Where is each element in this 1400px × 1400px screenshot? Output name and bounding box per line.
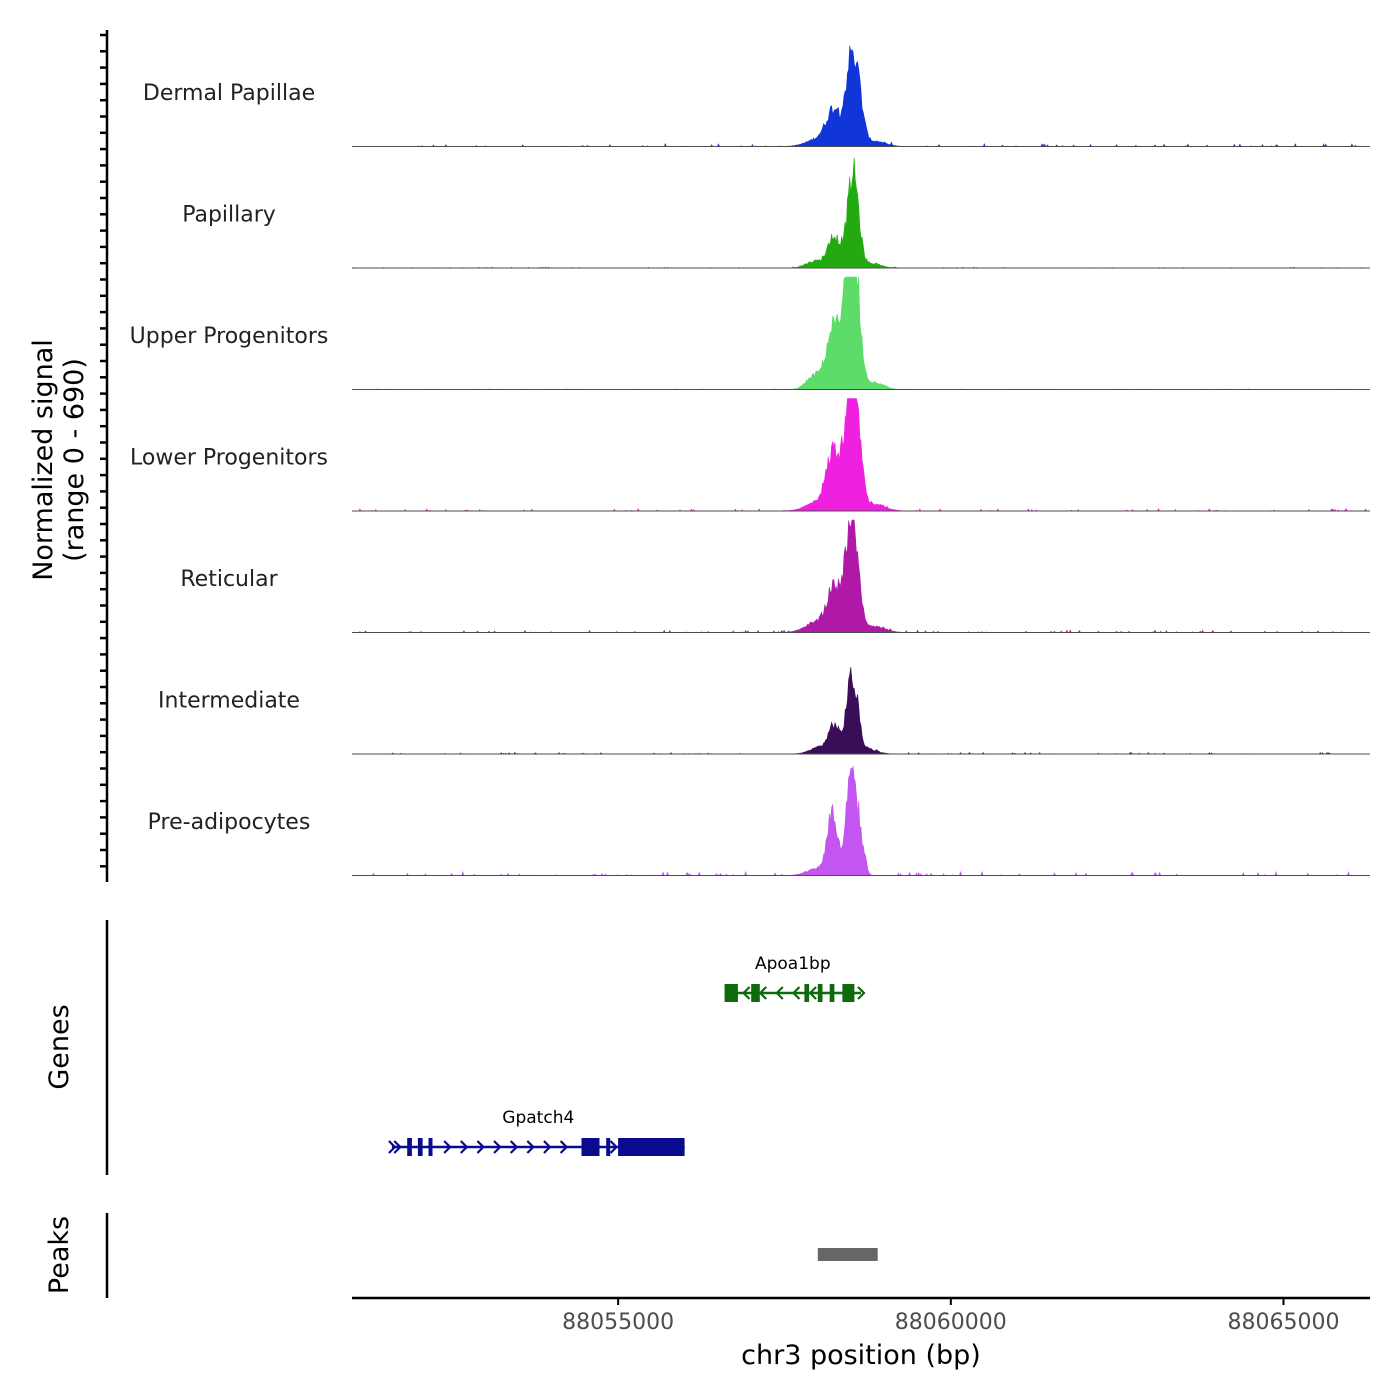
x-tick-label: 88060000 [895, 1310, 1007, 1335]
gene-label: Apoa1bp [755, 954, 831, 974]
x-axis-label: chr3 position (bp) [741, 1340, 981, 1371]
strand-chevron [476, 1140, 485, 1154]
signal-tracks: Dermal Papillae Papillary Upper Progenitor… [130, 45, 1370, 877]
signal-ylabel-line1: Normalized signal [28, 339, 59, 581]
track-label: Pre-adipocytes [148, 810, 311, 835]
signal-axis-ticks [100, 33, 107, 868]
peak-region [817, 1248, 878, 1261]
track-label: Upper Progenitors [130, 324, 329, 349]
signal-track: Pre-adipocytes [148, 765, 1370, 877]
track-label: Papillary [182, 203, 276, 228]
gene-exon [417, 1138, 423, 1156]
strand-chevron [493, 1140, 502, 1154]
x-axis-ticks: 88055000 88060000 88065000 [562, 1298, 1339, 1335]
gene-exon [724, 984, 738, 1002]
strand-chevron [443, 1140, 452, 1154]
gene-exon [804, 984, 810, 1002]
gene-model: Apoa1bp [724, 954, 866, 1002]
gene-exon [428, 1138, 433, 1156]
gene-exon [606, 1138, 611, 1156]
gene-exon [829, 984, 835, 1002]
track-label: Lower Progenitors [130, 446, 328, 471]
strand-chevron [609, 1140, 619, 1154]
signal-track: Papillary [182, 157, 1370, 269]
strand-chevron [775, 986, 784, 1000]
gene-exon [581, 1138, 600, 1156]
track-label: Reticular [180, 567, 278, 592]
strand-chevron [758, 986, 767, 1000]
strand-chevron [791, 986, 801, 1000]
strand-chevron [526, 1140, 535, 1154]
gene-label: Gpatch4 [502, 1108, 574, 1128]
gene-exon [817, 984, 823, 1002]
signal-track: Reticular [180, 519, 1370, 634]
signal-track: Dermal Papillae [143, 45, 1370, 148]
gene-exon [751, 984, 760, 1002]
x-tick-label: 88065000 [1228, 1310, 1340, 1335]
strand-chevron [559, 1140, 569, 1154]
strand-chevron [393, 1140, 402, 1154]
strand-chevron [509, 1140, 519, 1154]
strand-chevron [543, 1140, 552, 1154]
signal-track: Upper Progenitors [130, 276, 1370, 390]
gene-exon [618, 1138, 685, 1156]
strand-chevron [857, 986, 866, 1000]
gene-model: Gpatch4 [388, 1108, 685, 1156]
peaks-track [817, 1248, 878, 1261]
gene-exon [842, 984, 855, 1002]
genes-ylabel: Genes [44, 1004, 75, 1089]
strand-chevron [742, 986, 751, 1000]
x-tick-label: 88055000 [562, 1310, 674, 1335]
signal-track: Lower Progenitors [130, 398, 1370, 512]
strand-chevron [808, 986, 817, 1000]
gene-exon [407, 1138, 412, 1156]
track-label: Dermal Papillae [143, 81, 315, 106]
track-label: Intermediate [158, 689, 300, 714]
signal-ylabel-line2: (range 0 - 690) [59, 358, 90, 562]
signal-track: Intermediate [158, 667, 1370, 755]
peaks-ylabel: Peaks [44, 1216, 75, 1294]
strand-chevron [460, 1140, 469, 1154]
genes-track: Apoa1bp Gpatch4 [388, 954, 866, 1156]
strand-chevron [388, 1140, 397, 1154]
